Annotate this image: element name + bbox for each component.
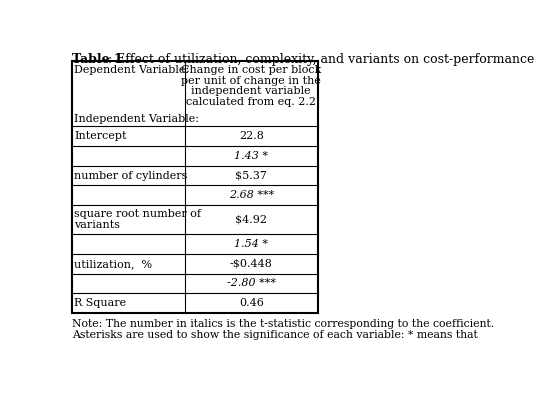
Text: Intercept: Intercept	[74, 131, 127, 141]
Text: number of cylinders: number of cylinders	[74, 171, 188, 180]
Text: $4.92: $4.92	[235, 215, 267, 225]
Text: variants: variants	[74, 220, 120, 230]
Text: Note: The number in italics is the t-statistic corresponding to the coefficient.: Note: The number in italics is the t-sta…	[72, 319, 494, 329]
Text: $5.37: $5.37	[236, 171, 267, 180]
Text: -2.80 ***: -2.80 ***	[227, 278, 276, 288]
Text: Table 1: Table 1	[72, 53, 123, 66]
Text: R Square: R Square	[74, 298, 126, 308]
Text: 0.46: 0.46	[239, 298, 263, 308]
Text: calculated from eq. 2.2: calculated from eq. 2.2	[186, 97, 316, 107]
Text: square root number of: square root number of	[74, 209, 201, 219]
Text: Asterisks are used to show the significance of each variable: * means that: Asterisks are used to show the significa…	[72, 330, 478, 340]
Text: : Effect of utilization, complexity, and variants on cost-performance: : Effect of utilization, complexity, and…	[108, 53, 534, 66]
Bar	[72, 61, 317, 313]
Text: 22.8: 22.8	[239, 131, 263, 141]
Text: 2.68 ***: 2.68 ***	[229, 190, 274, 200]
Text: independent variable: independent variable	[192, 86, 311, 96]
Text: -$0.448: -$0.448	[230, 259, 273, 269]
Text: Change in cost per block: Change in cost per block	[181, 65, 321, 75]
Text: per unit of change in the: per unit of change in the	[182, 75, 321, 86]
Text: Dependent Variable:: Dependent Variable:	[74, 65, 189, 75]
Text: 1.54 *: 1.54 *	[234, 239, 268, 249]
Text: utilization,  %: utilization, %	[74, 259, 153, 269]
Text: Independent Variable:: Independent Variable:	[74, 114, 199, 124]
Text: 1.43 *: 1.43 *	[234, 151, 268, 161]
